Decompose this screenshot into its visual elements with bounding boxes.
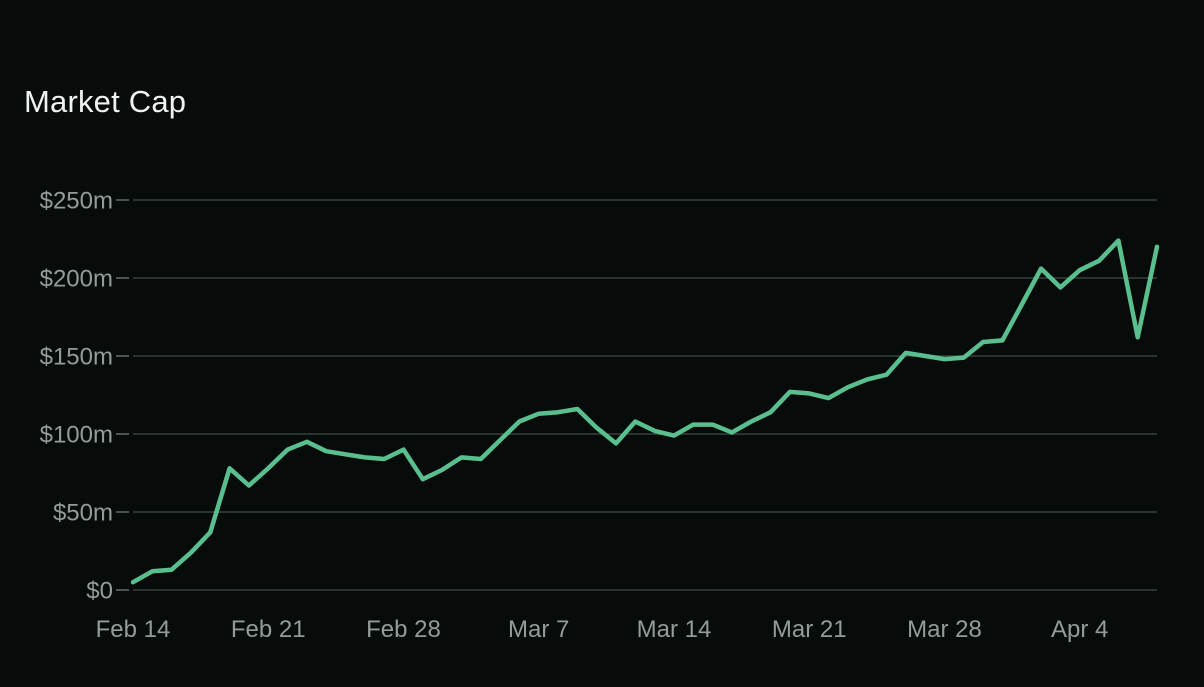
y-axis-label: $50m [53,500,113,527]
x-axis-label: Feb 28 [366,616,441,643]
y-axis-label: $0 [86,578,113,605]
x-axis-label: Apr 4 [1051,616,1108,643]
x-axis-label: Feb 14 [96,616,171,643]
x-axis-label: Mar 28 [907,616,982,643]
y-axis-label: $250m [40,188,113,215]
y-axis-label: $200m [40,266,113,293]
y-axis-label: $150m [40,344,113,371]
market-cap-line-series[interactable] [130,238,1160,585]
x-axis-label: Mar 21 [772,616,847,643]
chart-title: Market Cap [24,84,187,119]
x-axis-label: Feb 21 [231,616,306,643]
x-axis-label: Mar 7 [508,616,569,643]
y-axis-label: $100m [40,422,113,449]
x-axis-label: Mar 14 [637,616,712,643]
